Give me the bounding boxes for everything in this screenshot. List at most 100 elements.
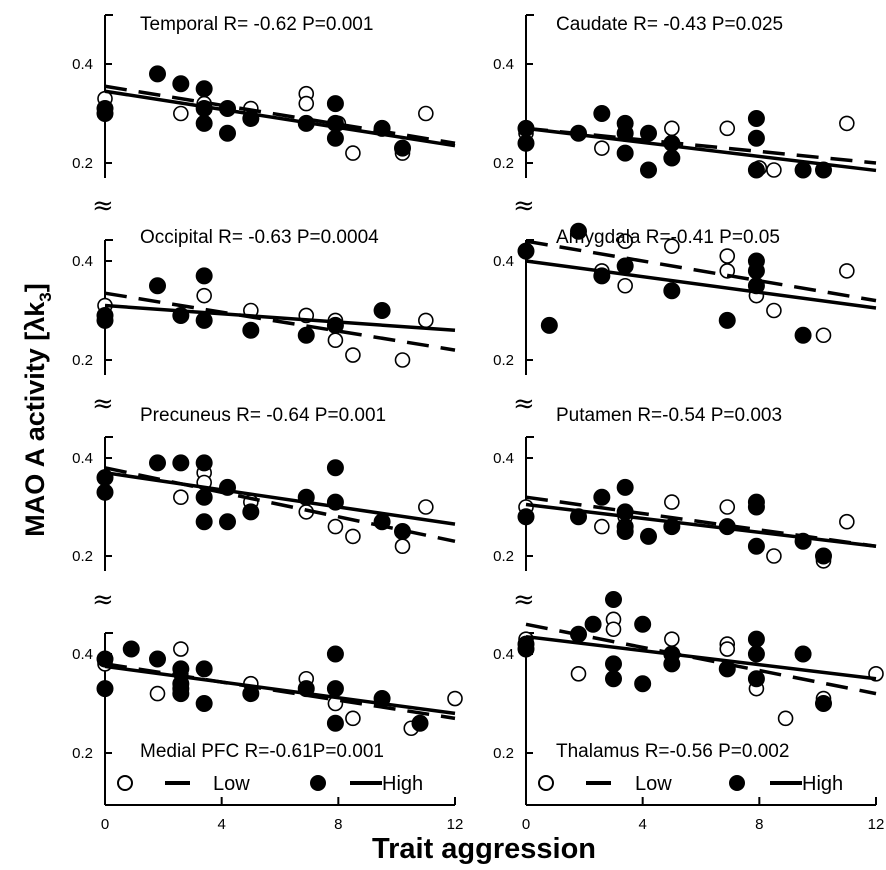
- low-data-point: [345, 145, 361, 161]
- high-data-point: [634, 615, 652, 633]
- low-data-point: [345, 710, 361, 727]
- low-data-point: [394, 538, 411, 555]
- low-data-point: [815, 327, 832, 344]
- low-data-point: [766, 302, 782, 319]
- high-data-point: [747, 645, 765, 663]
- high-data-point: [373, 302, 391, 319]
- high-data-point: [815, 695, 832, 712]
- low-data-point: [345, 528, 361, 545]
- low-data-point: [839, 115, 855, 132]
- y-tick-label: 0.4: [493, 646, 514, 663]
- high-data-point: [326, 645, 344, 663]
- low-data-point: [345, 347, 361, 363]
- high-data-point: [584, 615, 602, 633]
- x-tick-label: 12: [447, 816, 464, 833]
- high-data-point: [593, 105, 611, 122]
- y-tick-label: 0.4: [72, 253, 93, 270]
- y-tick-label: 0.2: [72, 548, 93, 565]
- low-fit-line: [104, 84, 456, 145]
- high-data-point: [616, 523, 634, 540]
- axis-break-symbol: ≈: [513, 585, 535, 615]
- axis-break-symbol: ≈: [513, 389, 535, 419]
- x-tick-label: 0: [522, 816, 530, 833]
- legend-low-label: Low: [213, 773, 250, 795]
- panel-temporal: 0.2 0.4 Temporal R= -0.62 P=0.001: [72, 14, 456, 178]
- high-data-point: [616, 478, 634, 496]
- low-data-point: [196, 287, 212, 304]
- y-tick-label: 0.4: [72, 646, 93, 663]
- high-data-point: [747, 262, 765, 280]
- high-data-point: [326, 714, 344, 732]
- legend-high-label: High: [802, 773, 843, 795]
- y-tick-label: 0.2: [493, 352, 514, 369]
- x-axis-label: Trait aggression: [372, 833, 596, 865]
- high-data-point: [326, 680, 344, 698]
- high-data-point: [195, 513, 213, 531]
- high-data-point: [195, 488, 213, 506]
- legend-low-label: Low: [635, 773, 672, 795]
- high-data-point: [96, 483, 114, 501]
- high-data-point: [815, 547, 832, 565]
- high-data-point: [219, 513, 236, 531]
- high-data-point: [122, 640, 140, 658]
- y-axis-label-close: ]: [20, 283, 50, 292]
- legend-high-label: High: [382, 773, 423, 795]
- low-data-point: [777, 710, 794, 727]
- low-data-point: [418, 312, 434, 329]
- high-data-point: [297, 326, 315, 344]
- low-data-point: [327, 518, 344, 535]
- low-data-point: [664, 120, 680, 137]
- low-data-point: [570, 665, 587, 682]
- high-data-point: [747, 670, 765, 688]
- high-data-point: [394, 139, 411, 157]
- high-data-point: [794, 326, 812, 344]
- panel-thalamus: 0.2 0.4 0 4 8 12 Thalamus R=-0.56 P=0.002: [493, 591, 884, 833]
- y-tick-label: 0.2: [493, 745, 514, 762]
- low-data-point: [418, 105, 434, 122]
- high-data-point: [794, 645, 812, 663]
- y-tick-label: 0.4: [493, 253, 514, 270]
- panel-title: Amygdala R=-0.41 P=0.05: [556, 227, 780, 248]
- panel-title: Temporal R= -0.62 P=0.001: [140, 14, 373, 35]
- high-fit-line: [104, 89, 456, 148]
- low-data-point: [839, 513, 855, 530]
- low-data-point: [664, 494, 680, 510]
- low-data-point: [766, 548, 782, 564]
- y-axis-label-main: MAO A activity [λk: [20, 301, 50, 537]
- low-data-point: [173, 489, 189, 506]
- y-tick-label: 0.4: [72, 450, 93, 467]
- y-tick-label: 0.2: [72, 155, 93, 172]
- high-data-point: [195, 311, 213, 329]
- high-data-point: [718, 311, 736, 329]
- low-data-point: [149, 685, 166, 702]
- y-tick-label: 0.2: [72, 745, 93, 762]
- panel-amygdala: 0.2 0.4 Amygdala R=-0.41 P=0.05: [493, 222, 877, 375]
- y-tick-label: 0.4: [72, 56, 93, 73]
- high-data-point: [616, 144, 634, 162]
- legend-low-marker: [538, 775, 554, 791]
- low-fit-line: [525, 126, 877, 165]
- axis-break-symbol: ≈: [513, 191, 535, 221]
- high-data-point: [540, 316, 558, 334]
- x-tick-label: 4: [217, 816, 225, 833]
- high-data-point: [242, 503, 260, 521]
- low-data-point: [719, 120, 736, 137]
- high-data-point: [195, 454, 213, 472]
- panel-putamen: 0.2 0.4 Putamen R=-0.54 P=0.003: [493, 405, 877, 571]
- high-fit-line: [525, 126, 877, 173]
- panels: 0.2 0.4 Temporal R= -0.62 P=0.001 0.2 0.4 Cau…: [72, 14, 884, 833]
- high-data-point: [634, 675, 652, 693]
- panel-title: Caudate R= -0.43 P=0.025: [556, 14, 783, 35]
- low-data-point: [664, 631, 680, 647]
- low-data-point: [594, 518, 610, 535]
- y-tick-label: 0.2: [72, 352, 93, 369]
- high-data-point: [149, 65, 166, 83]
- high-data-point: [149, 454, 166, 472]
- low-data-point: [719, 641, 736, 657]
- panel-precuneus: 0.2 0.4 Precuneus R= -0.64 P=0.001: [72, 405, 456, 571]
- y-axis-label: MAO A activity [λk3]: [20, 283, 55, 537]
- panel-medial-pfc: 0.2 0.4 0 4 8 12 Medial PFC R=-0.61P=0.001: [72, 632, 464, 833]
- high-data-point: [605, 591, 622, 609]
- high-data-point: [570, 222, 587, 240]
- axis-break-symbol: ≈: [92, 191, 114, 221]
